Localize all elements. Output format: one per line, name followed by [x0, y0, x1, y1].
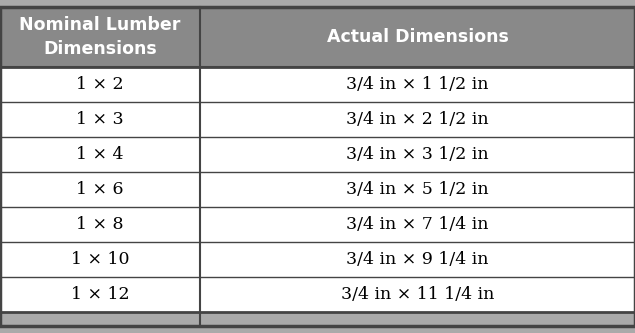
Text: 1 × 2: 1 × 2 — [76, 76, 124, 93]
Bar — [0, 277, 200, 312]
Bar — [200, 242, 635, 277]
Text: 3/4 in × 7 1/4 in: 3/4 in × 7 1/4 in — [346, 216, 489, 233]
Text: 1 × 4: 1 × 4 — [76, 146, 124, 163]
Text: 3/4 in × 5 1/2 in: 3/4 in × 5 1/2 in — [346, 181, 489, 198]
Text: Actual Dimensions: Actual Dimensions — [326, 28, 509, 46]
Bar — [200, 67, 635, 102]
Bar — [0, 67, 200, 102]
Text: 1 × 10: 1 × 10 — [70, 251, 130, 268]
Bar — [200, 102, 635, 137]
Text: 1 × 8: 1 × 8 — [76, 216, 124, 233]
Bar — [0, 137, 200, 172]
Bar — [200, 172, 635, 207]
Bar — [200, 7, 635, 67]
Text: 1 × 3: 1 × 3 — [76, 111, 124, 128]
Text: 3/4 in × 1 1/2 in: 3/4 in × 1 1/2 in — [346, 76, 489, 93]
Text: Nominal Lumber
Dimensions: Nominal Lumber Dimensions — [19, 16, 181, 58]
Text: 1 × 6: 1 × 6 — [76, 181, 124, 198]
Bar — [0, 172, 200, 207]
Bar — [0, 102, 200, 137]
Text: 3/4 in × 3 1/2 in: 3/4 in × 3 1/2 in — [346, 146, 489, 163]
Bar — [0, 312, 635, 326]
Bar — [200, 277, 635, 312]
Text: 3/4 in × 9 1/4 in: 3/4 in × 9 1/4 in — [346, 251, 489, 268]
Text: 3/4 in × 2 1/2 in: 3/4 in × 2 1/2 in — [346, 111, 489, 128]
Text: 1 × 12: 1 × 12 — [70, 286, 130, 303]
Bar — [0, 242, 200, 277]
Bar — [200, 137, 635, 172]
Bar — [0, 207, 200, 242]
Bar — [200, 207, 635, 242]
Text: 3/4 in × 11 1/4 in: 3/4 in × 11 1/4 in — [341, 286, 494, 303]
Bar — [0, 7, 200, 67]
